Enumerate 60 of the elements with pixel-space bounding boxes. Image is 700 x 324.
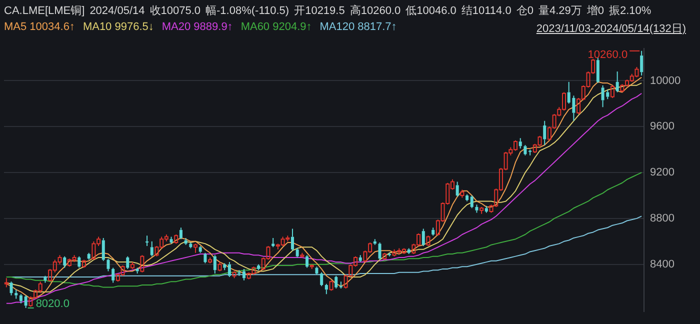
annotation: 8020.0 [36,298,70,310]
candlestick [456,181,459,198]
candlestick [194,243,198,254]
y-tick-label: 9600 [650,120,674,133]
y-tick-label: 9200 [650,166,674,179]
text: 开10219.5 [294,5,345,17]
candlestick [378,242,382,260]
candlestick [10,281,13,296]
candlestick [518,138,522,149]
text: MA120 8817.7↑ [320,21,397,33]
candlestick [78,256,81,268]
candlestick [184,237,188,246]
candlestick [242,268,246,281]
candlestick [640,50,644,76]
candlestick [179,227,182,240]
candlestick [272,237,275,248]
candlestick [150,240,154,257]
text: 量4.29万 [538,5,582,17]
text: 振2.10% [609,5,652,17]
candlestick [358,254,362,263]
candlestick [290,228,294,252]
candlestick [213,254,216,274]
candlestick [315,266,318,276]
y-tick-label: 8400 [650,258,674,270]
candlestick [339,281,342,289]
text: 2023/11/03-2024/05/14(132日) [536,23,686,35]
candlestick [24,294,28,308]
text: MA60 9204.9↑ [240,21,312,33]
text: 低10046.0 [406,5,456,17]
candlestick [223,262,226,271]
candlestick [306,254,309,268]
candlestick [228,262,231,278]
candlestick [14,289,18,300]
text: 结10114.0 [461,5,512,17]
annotation: 10260.0 [588,48,628,61]
candlestick [106,258,110,272]
candlestick [324,283,328,295]
text: 幅-1.08%(-110.5) [206,5,290,17]
text: 增0 [586,5,604,17]
candlestick [524,144,527,156]
candlestick [475,204,478,214]
candlestick [198,245,202,254]
chart-subtitle: 2024/05/14 [90,5,145,17]
candlestick [87,252,90,260]
text: MA20 9889.9↑ [162,21,233,33]
y-tick-label: 10000 [650,74,681,87]
candlestick [616,71,619,93]
y-tick-label: 8800 [650,212,674,224]
candlestick [189,242,192,249]
text: MA10 9976.5↓ [82,21,154,33]
candlestick [543,120,546,146]
text: 仓0 [516,5,534,17]
candlestick [432,227,435,236]
text: MA5 10034.6↑ [4,21,75,33]
text: 收10075.0 [150,5,201,17]
candlestick [528,149,532,156]
candlestick [63,256,66,268]
chart-title: CA.LME[LME铜] [4,5,85,17]
candlestick [19,294,22,304]
text: 高10260.0 [350,5,401,17]
